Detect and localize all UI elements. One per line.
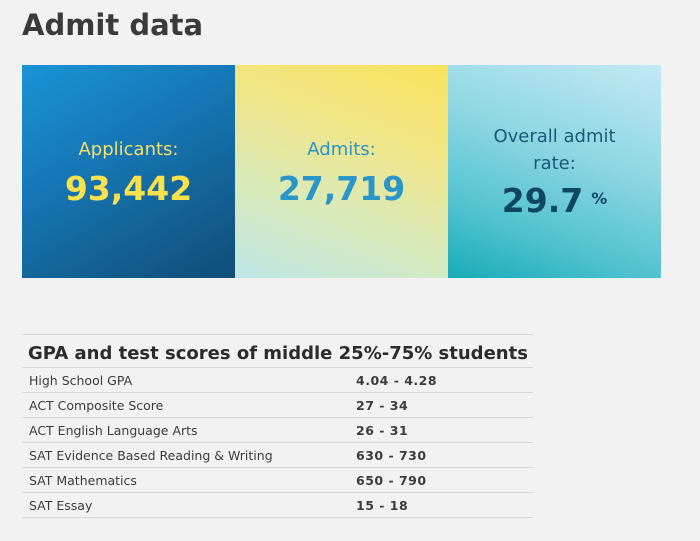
admit-rate-value: 29.7 bbox=[501, 181, 584, 220]
score-value: 4.04 - 4.28 bbox=[356, 372, 438, 388]
table-row: ACT English Language Arts 26 - 31 bbox=[22, 418, 533, 443]
admits-card: Admits: 27,719 bbox=[235, 65, 448, 278]
applicants-card: Applicants: 93,442 bbox=[22, 65, 235, 278]
table-row: ACT Composite Score 27 - 34 bbox=[22, 393, 533, 418]
score-value: 27 - 34 bbox=[356, 397, 409, 413]
score-value: 26 - 31 bbox=[356, 422, 409, 438]
score-label: ACT English Language Arts bbox=[29, 422, 198, 438]
table-row: SAT Evidence Based Reading & Writing 630… bbox=[22, 443, 533, 468]
admit-stats-row: Applicants: 93,442 Admits: 27,719 Overal… bbox=[22, 65, 661, 278]
table-row: SAT Mathematics 650 - 790 bbox=[22, 468, 533, 493]
score-label: SAT Essay bbox=[29, 497, 93, 513]
admit-rate-card: Overall admit rate: 29.7% bbox=[448, 65, 661, 278]
score-value: 15 - 18 bbox=[356, 497, 409, 513]
table-row: High School GPA 4.04 - 4.28 bbox=[22, 368, 533, 393]
score-label: SAT Evidence Based Reading & Writing bbox=[29, 447, 273, 463]
applicants-value: 93,442 bbox=[64, 168, 193, 208]
score-value: 630 - 730 bbox=[356, 447, 427, 463]
admits-label: Admits: bbox=[307, 138, 376, 160]
score-label: High School GPA bbox=[29, 372, 133, 388]
admit-rate-value-wrap: 29.7% bbox=[502, 181, 607, 220]
page-title: Admit data bbox=[22, 8, 204, 42]
table-row: SAT Essay 15 - 18 bbox=[22, 493, 533, 518]
admit-rate-label: Overall admit rate: bbox=[493, 126, 616, 174]
scores-table: GPA and test scores of middle 25%-75% st… bbox=[22, 334, 533, 518]
score-label: ACT Composite Score bbox=[29, 397, 164, 413]
admit-rate-unit: % bbox=[591, 189, 608, 208]
score-value: 650 - 790 bbox=[356, 472, 427, 488]
applicants-label: Applicants: bbox=[78, 138, 179, 160]
scores-table-title: GPA and test scores of middle 25%-75% st… bbox=[22, 335, 533, 368]
score-label: SAT Mathematics bbox=[29, 472, 137, 488]
admits-value: 27,719 bbox=[277, 168, 406, 208]
